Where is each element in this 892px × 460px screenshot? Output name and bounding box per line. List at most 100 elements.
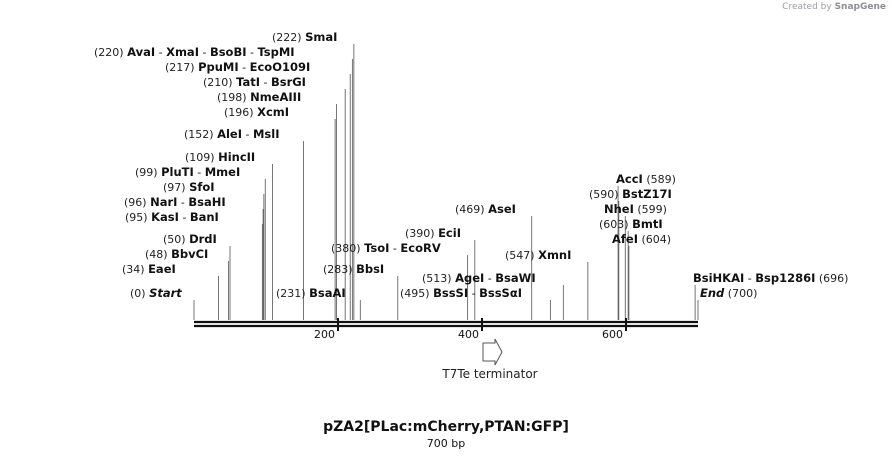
enzyme-name: AfeI <box>612 232 638 246</box>
enzyme-separator: - <box>194 166 205 179</box>
enzyme-name: BsaAI <box>309 286 346 300</box>
enzyme-name: PpuMI <box>198 60 239 74</box>
site-text-8: (109) HincII <box>185 150 255 164</box>
site-text-7: (99) PluTI - MmeI <box>135 165 240 179</box>
site-text-0: (0) Start <box>130 286 182 300</box>
enzyme-separator: - <box>179 211 190 224</box>
enzyme-name: XmaI <box>166 45 199 59</box>
axis-ticks: 200 400 600 <box>314 318 627 341</box>
site-label-13[interactable]: (217) PpuMI - EcoO109I <box>165 60 310 74</box>
plasmid-length: 700 bp <box>426 437 466 450</box>
enzyme-separator: - <box>484 272 495 285</box>
site-position: (604) <box>638 233 671 246</box>
site-label-23[interactable]: (547) XmnI <box>505 248 571 262</box>
enzyme-name: TspMI <box>257 45 294 59</box>
site-text-20: (469) AseI <box>455 202 516 216</box>
site-position: (469) <box>455 203 488 216</box>
site-label-8[interactable]: (109) HincII <box>185 150 255 164</box>
site-text-2: (48) BbvCI <box>145 247 208 261</box>
site-position: (96) <box>124 196 150 209</box>
site-position: (34) <box>122 263 148 276</box>
site-label-25[interactable]: (590) BstZ17I <box>589 187 672 201</box>
site-text-30: End (700) <box>700 286 757 300</box>
site-label-18[interactable]: (380) TsoI - EcoRV <box>331 241 441 255</box>
site-label-3[interactable]: (50) DrdI <box>163 232 217 246</box>
site-label-1[interactable]: (34) EaeI <box>122 262 176 276</box>
site-label-7[interactable]: (99) PluTI - MmeI <box>135 165 240 179</box>
enzyme-name: TsoI <box>364 241 389 255</box>
site-labels: (0) Start (34) EaeI(48) BbvCI(50) DrdI (95… <box>94 30 848 300</box>
site-label-12[interactable]: (210) TatI - BsrGI <box>203 75 306 89</box>
site-label-14[interactable]: (220) AvaI - XmaI - BsoBI - TspMI <box>94 45 295 59</box>
site-text-17: (283) BbsI <box>323 262 384 276</box>
site-label-2[interactable]: (48) BbvCI <box>145 247 208 261</box>
site-position: (513) <box>422 272 455 285</box>
enzyme-name: EcoRV <box>400 241 440 255</box>
site-text-27: (603) BmtI <box>599 217 663 231</box>
site-label-9[interactable]: (152) AleI - MslI <box>184 127 279 141</box>
enzyme-name: BsrGI <box>271 75 306 89</box>
enzyme-separator: - <box>247 46 258 59</box>
site-label-28[interactable]: AfeI (604) <box>612 232 671 246</box>
site-text-29: BsiHKAI - Bsp1286I (696) <box>693 271 848 285</box>
site-label-6[interactable]: (97) SfoI <box>163 180 215 194</box>
axis-tick-label-600: 600 <box>602 328 623 341</box>
site-label-17[interactable]: (283) BbsI <box>323 262 384 276</box>
enzyme-name: MslI <box>253 127 280 141</box>
enzyme-name: AgeI <box>455 271 484 285</box>
site-label-4[interactable]: (95) KasI - BanI <box>125 210 219 224</box>
enzyme-name: BmtI <box>632 217 663 231</box>
site-label-19[interactable]: (390) EciI <box>405 226 461 240</box>
site-label-21[interactable]: (495) BssSI - BssSαI <box>400 286 522 300</box>
site-text-3: (50) DrdI <box>163 232 217 246</box>
enzyme-name: XmnI <box>538 248 571 262</box>
enzyme-name: Bsp1286I <box>755 271 815 285</box>
site-position: (95) <box>125 211 151 224</box>
enzyme-separator: - <box>155 46 166 59</box>
enzyme-name: AccI <box>616 172 643 186</box>
enzyme-name: EaeI <box>148 262 176 276</box>
site-label-29[interactable]: BsiHKAI - Bsp1286I (696) <box>693 271 848 285</box>
enzyme-name: XcmI <box>257 105 289 119</box>
site-text-10: (196) XcmI <box>224 105 289 119</box>
site-text-11: (198) NmeAIII <box>217 90 301 104</box>
site-label-22[interactable]: (513) AgeI - BsaWI <box>422 271 536 285</box>
site-label-26[interactable]: NheI (599) <box>604 202 667 216</box>
enzyme-name: BstZ17I <box>622 187 672 201</box>
site-position: (0) <box>130 287 149 300</box>
enzyme-name: EciI <box>438 226 461 240</box>
enzyme-separator: - <box>744 272 755 285</box>
site-text-14: (220) AvaI - XmaI - BsoBI - TspMI <box>94 45 295 59</box>
site-text-18: (380) TsoI - EcoRV <box>331 241 441 255</box>
site-text-22: (513) AgeI - BsaWI <box>422 271 536 285</box>
site-label-30[interactable]: End (700) <box>700 286 757 300</box>
enzyme-name: BbsI <box>356 262 384 276</box>
site-label-20[interactable]: (469) AseI <box>455 202 516 216</box>
site-position: (196) <box>224 106 257 119</box>
site-label-15[interactable]: (222) SmaI <box>272 30 337 44</box>
enzyme-name: TatI <box>236 75 260 89</box>
enzyme-name: BssSI <box>433 286 468 300</box>
enzyme-name: DrdI <box>189 232 217 246</box>
site-label-24[interactable]: AccI (589) <box>616 172 676 186</box>
site-text-24: AccI (589) <box>616 172 676 186</box>
site-position: (198) <box>217 91 250 104</box>
site-position: (50) <box>163 233 189 246</box>
enzyme-name: BanI <box>190 210 219 224</box>
site-label-5[interactable]: (96) NarI - BsaHI <box>124 195 226 209</box>
site-label-27[interactable]: (603) BmtI <box>599 217 663 231</box>
site-label-11[interactable]: (198) NmeAIII <box>217 90 301 104</box>
site-position: (109) <box>185 151 218 164</box>
site-label-0[interactable]: (0) Start <box>130 286 182 300</box>
feature-arrow-icon <box>482 338 503 366</box>
site-label-10[interactable]: (196) XcmI <box>224 105 289 119</box>
site-position: (603) <box>599 218 632 231</box>
enzyme-name: BbvCI <box>171 247 208 261</box>
site-position: (48) <box>145 248 171 261</box>
site-position: (599) <box>634 203 667 216</box>
site-label-16[interactable]: (231) BsaAI <box>276 286 346 300</box>
site-text-6: (97) SfoI <box>163 180 215 194</box>
feature-t7te-terminator[interactable]: T7Te terminator <box>441 338 538 381</box>
enzyme-name: MmeI <box>205 165 241 179</box>
